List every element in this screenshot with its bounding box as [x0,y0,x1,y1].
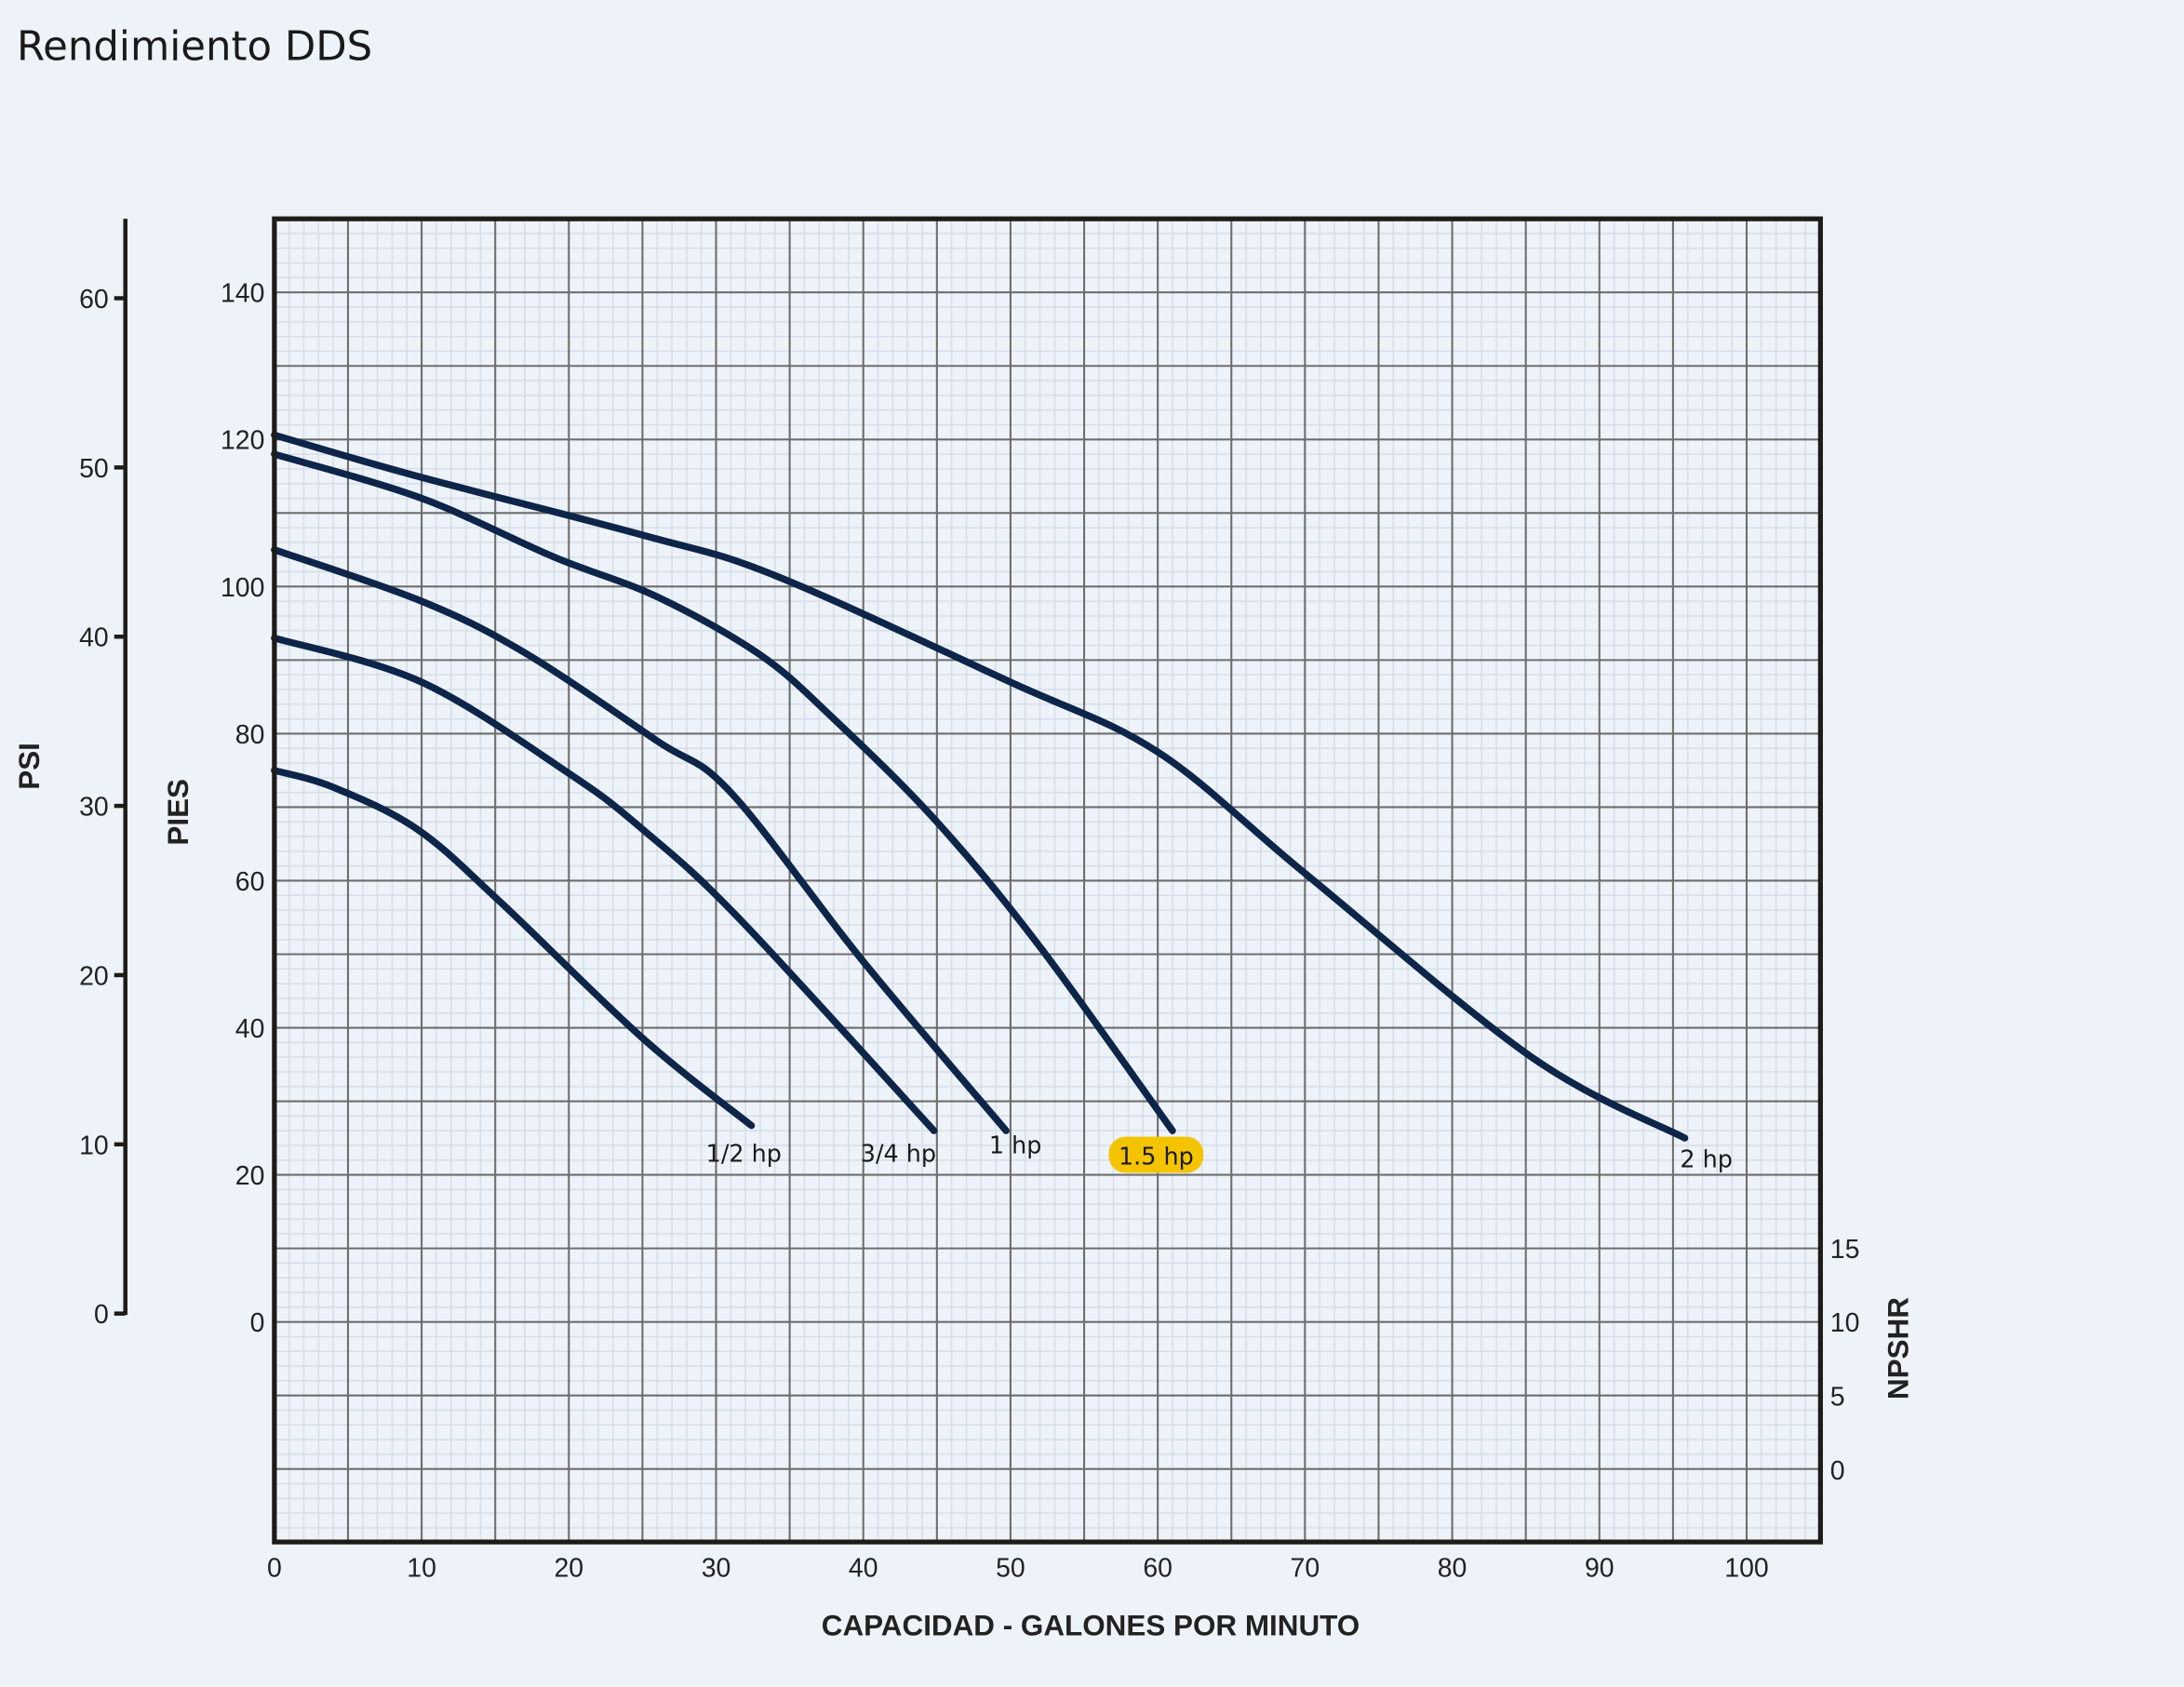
npshr-axis-title: NPSHR [1883,1297,1915,1399]
x-tick-label: 50 [996,1554,1025,1584]
x-tick-label: 60 [1143,1554,1172,1584]
x-tick-label: 80 [1438,1554,1467,1584]
x-tick-label: 0 [267,1554,282,1584]
y-tick-label: 0 [250,1308,265,1338]
y-tick-label: 140 [221,279,264,309]
psi-tick-label: 20 [79,961,109,991]
psi-tick-label: 30 [79,793,109,823]
y-tick-label: 80 [235,720,265,750]
curve-1-hp [271,546,1010,1134]
highlight-badge [1108,1136,1204,1173]
grid [274,219,1821,1543]
curve-label: 1 hp [989,1131,1042,1159]
curve-label: 3/4 hp [861,1140,936,1168]
pies-axis-title: PIES [162,779,194,846]
x-tick-label: 70 [1291,1554,1320,1584]
x-tick-label: 40 [849,1554,878,1584]
npshr-tick-label: 5 [1830,1382,1845,1412]
curve-2-hp [271,431,1689,1142]
plot-frame [272,216,1823,1545]
psi-tick-label: 60 [79,285,109,315]
curve-labels: 1/2 hp 3/4 hp 1 hp 1.5 hp 2 hp [706,1131,1733,1173]
psi-tick-label: 0 [94,1300,109,1330]
psi-axis-title: PSI [13,743,46,790]
npshr-tick-label: 10 [1830,1308,1860,1338]
psi-tick-label: 10 [79,1131,109,1160]
curve-label: 1.5 hp [1119,1143,1194,1171]
y-tick-label: 60 [235,867,265,897]
x-tick-label: 20 [554,1554,583,1584]
curve-label: 2 hp [1680,1145,1733,1173]
y-tick-label: 20 [235,1161,265,1191]
x-tick-label: 30 [702,1554,731,1584]
curve-3-4-hp [271,634,938,1134]
psi-tick-label: 50 [79,454,109,484]
y-tick-label: 100 [221,573,264,603]
x-tick-label: 90 [1585,1554,1615,1584]
x-tick-label: 10 [407,1554,436,1584]
y-tick-label: 40 [235,1014,265,1044]
npshr-tick-label: 15 [1830,1235,1860,1265]
curve-1-2-hp [271,767,756,1130]
y-tick-label: 120 [221,426,264,456]
x-axis-title: CAPACIDAD - GALONES POR MINUTO [822,1609,1360,1641]
axes: 0 10 20 30 40 50 60 70 80 90 100020406080100120140… [79,216,1860,1584]
x-tick-label: 100 [1724,1554,1768,1584]
psi-tick-label: 40 [79,623,109,653]
curve-1-5-hp [271,450,1176,1134]
npshr-tick-label: 0 [1830,1456,1845,1486]
curves [271,431,1689,1142]
curve-label: 1/2 hp [706,1140,782,1168]
chart-title: Rendimiento DDS [17,24,372,71]
